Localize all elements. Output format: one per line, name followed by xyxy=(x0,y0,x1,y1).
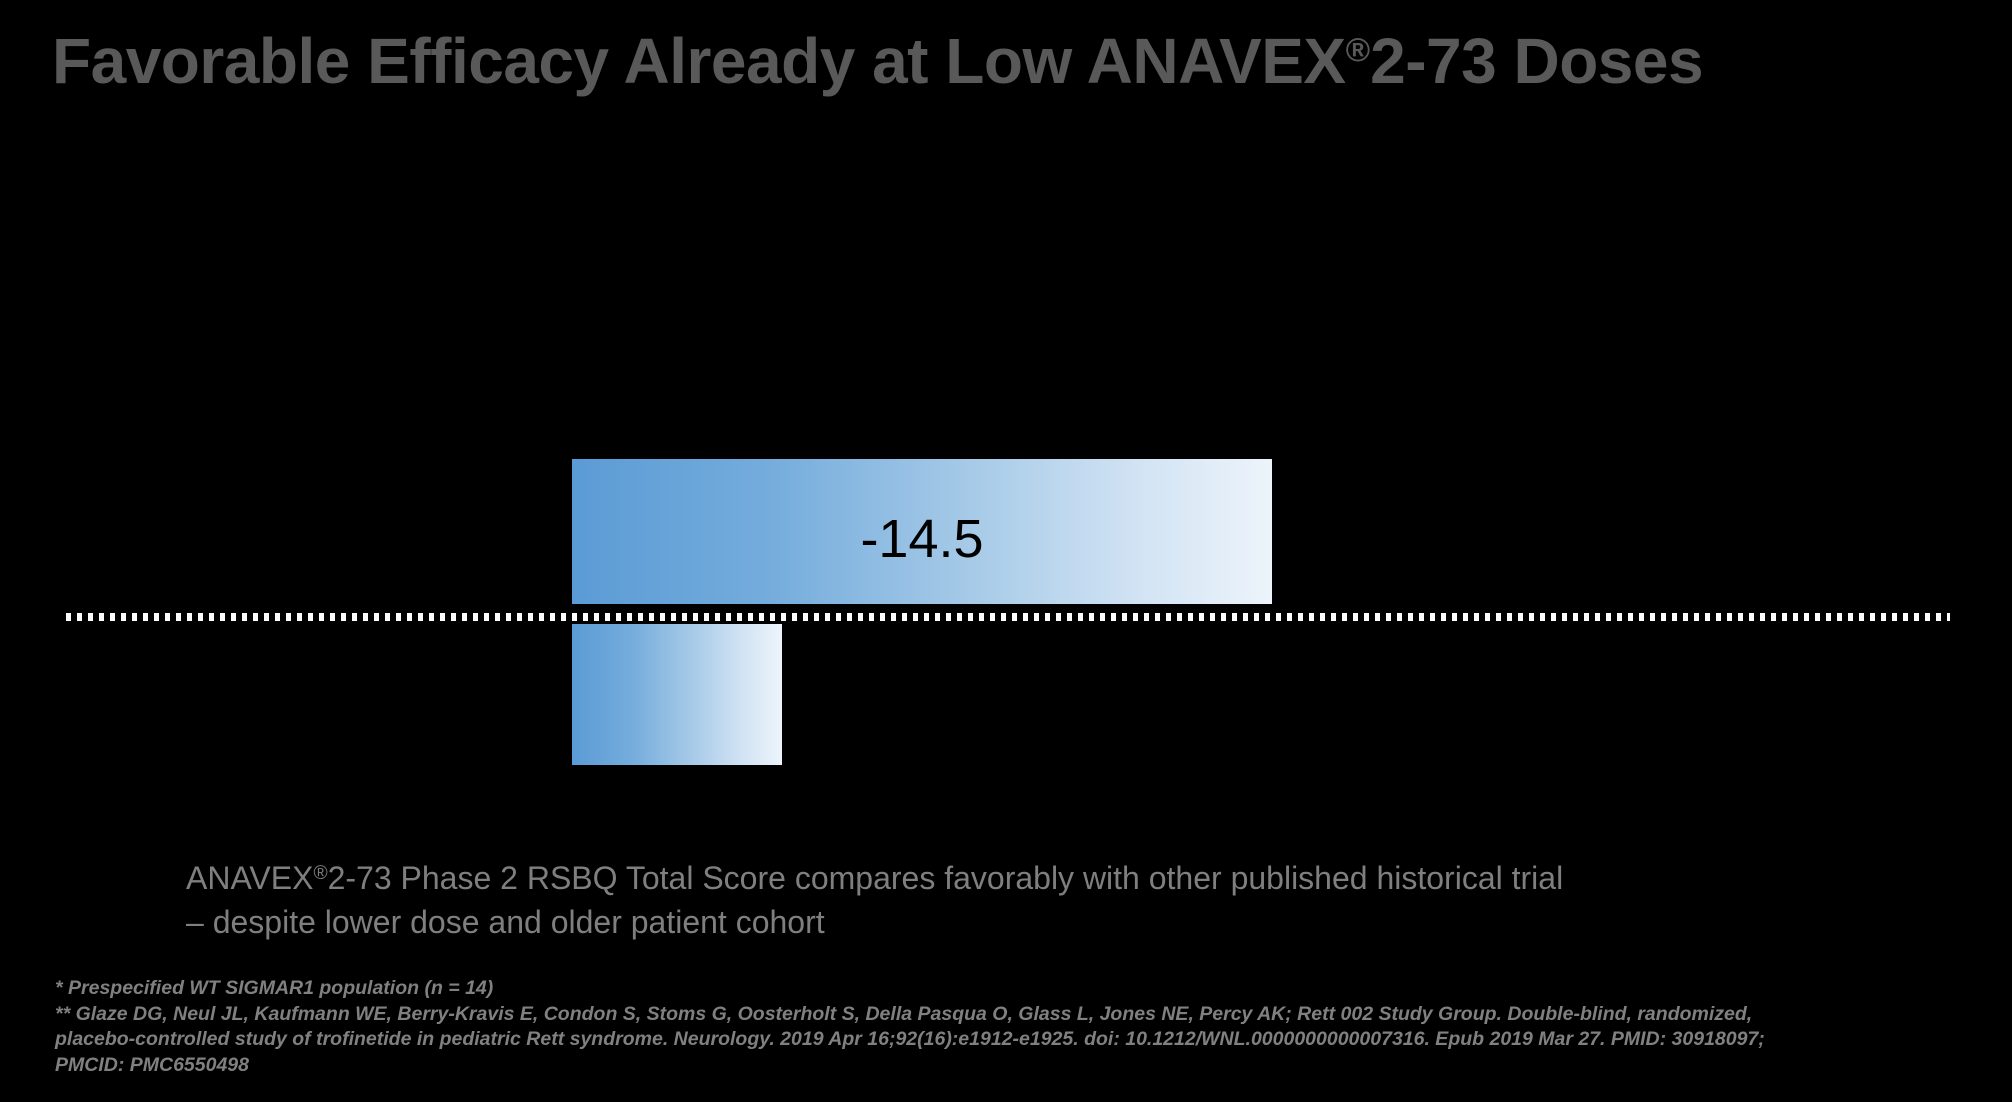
bar-trofinetide xyxy=(572,624,782,765)
zero-reference-line xyxy=(66,613,1950,621)
page-title-prefix: Favorable Efficacy Already at Low ANAVEX xyxy=(52,25,1346,97)
caption-prefix: ANAVEX xyxy=(186,860,314,896)
bar-value-label: -14.5 xyxy=(860,509,984,569)
registered-trademark-icon: ® xyxy=(1345,32,1371,69)
footnote-line-4: PMCID: PMC6550498 xyxy=(55,1053,249,1076)
footnotes: * Prespecified WT SIGMAR1 population (n … xyxy=(55,976,1995,1078)
caption-suffix: 2-73 Phase 2 RSBQ Total Score compares f… xyxy=(327,860,1564,896)
chart-caption-line-2: – despite lower dose and older patient c… xyxy=(186,904,825,940)
bar-anavex-2-73 xyxy=(572,459,1272,604)
footnote-line-2: ** Glaze DG, Neul JL, Kaufmann WE, Berry… xyxy=(55,1002,1753,1025)
page-title-suffix: 2-73 Doses xyxy=(1370,25,1704,97)
chart-caption-line-1: ANAVEX®2-73 Phase 2 RSBQ Total Score com… xyxy=(186,852,1866,900)
chart-caption: ANAVEX®2-73 Phase 2 RSBQ Total Score com… xyxy=(186,852,1866,944)
registered-trademark-icon: ® xyxy=(313,863,328,884)
footnote-line-1: * Prespecified WT SIGMAR1 population (n … xyxy=(55,977,494,999)
page-title: Favorable Efficacy Already at Low ANAVEX… xyxy=(52,12,1992,100)
footnote-line-3: placebo-controlled study of trofinetide … xyxy=(55,1028,1765,1050)
